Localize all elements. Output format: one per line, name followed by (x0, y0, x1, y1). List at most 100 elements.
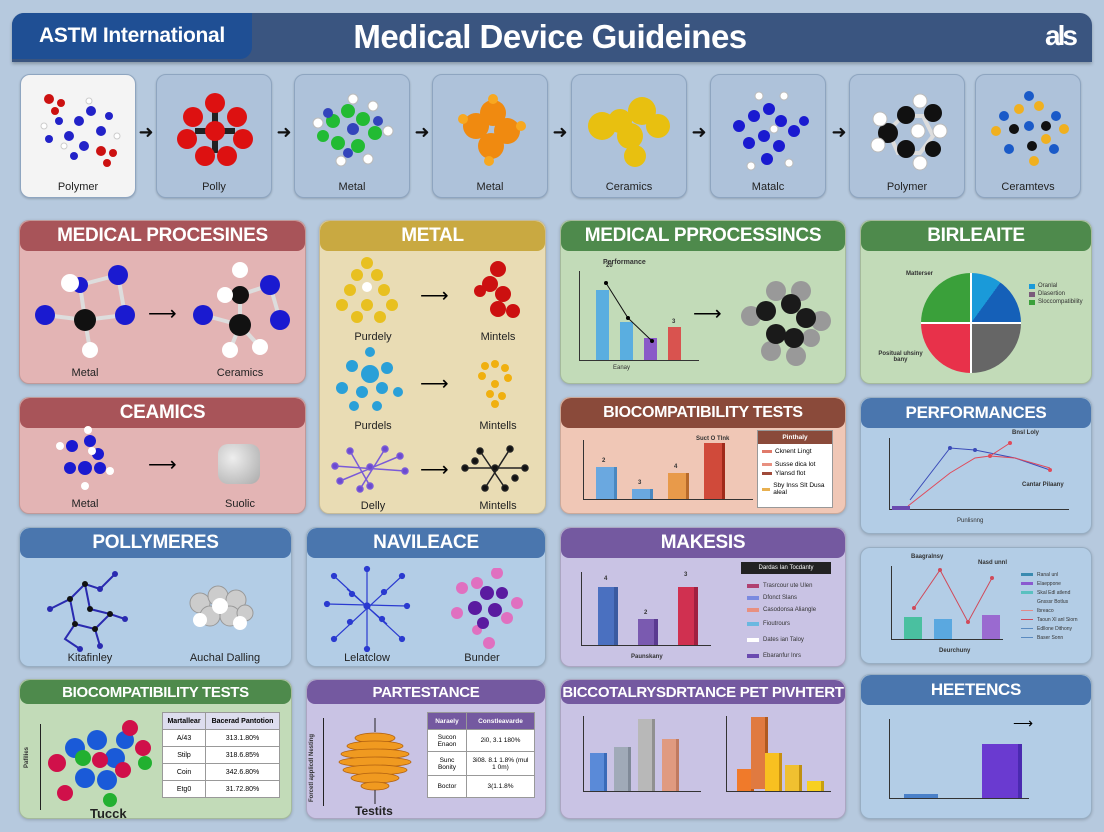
x-axis-label: Eanay (613, 365, 631, 371)
bar (934, 619, 952, 639)
panel-title: PERFORMANCES (861, 398, 1091, 428)
molecule-caption: Auchal Dalling (189, 652, 261, 664)
red-molecule-icon (177, 93, 253, 166)
legend-label: Ylansd flot (775, 470, 806, 477)
caption: Testits (355, 804, 393, 818)
arrow-right-icon: ➜ (414, 122, 430, 142)
panel-title: METAL (320, 221, 545, 251)
arrow-right-icon: ➜ (138, 122, 154, 142)
chart-title: Performance (603, 259, 646, 266)
panel-title: HEETENCS (861, 675, 1091, 705)
panel-medical-procesines: MEDICAL PROCESINES ⟶ Metal Ceramics (19, 220, 306, 384)
black-white-molecule-icon (870, 93, 948, 171)
pie-legend: Oranlal Dlasertion Sloccompatibility (1029, 283, 1083, 305)
legend-swatch (1021, 628, 1033, 629)
legend-swatch (1029, 283, 1035, 289)
legend-swatch (762, 450, 772, 453)
arrow-right-icon: ➜ (276, 122, 292, 142)
bar (982, 615, 1000, 639)
caption: Tucck (90, 806, 127, 819)
molecule-caption: Kitafinley (67, 652, 113, 664)
column-header: Bacerad Pantotion (205, 712, 280, 730)
molecule-caption: Mintells (479, 500, 517, 512)
bar (982, 744, 1018, 798)
column-header: Martallear (161, 712, 207, 730)
gold-chain-icon (478, 360, 512, 408)
flow-tile-metal: Metal (294, 74, 410, 198)
panel-partestance: PARTESTANCE Forcetl applicdl Nesting Tes… (306, 679, 546, 819)
data-label: Suct O Tlnk (696, 436, 730, 442)
polymer-chain-icon (47, 571, 128, 652)
legend-label: Dfonct Slans (763, 595, 798, 601)
legend-swatch (1021, 591, 1033, 594)
polymer-molecule-icon (40, 94, 121, 167)
arrow-right-icon: ⟶ (148, 303, 177, 325)
green-molecule-icon (312, 93, 394, 167)
flow-tile-label: Matalc (751, 181, 785, 193)
molecule-icon (193, 262, 290, 358)
x-axis-label: Deurchuny (939, 648, 971, 654)
legend-swatch (1021, 619, 1033, 620)
legend-swatch (762, 472, 772, 475)
panel-birleaite: BIRLEAITE Matterser Positual uhsiny bany… (860, 220, 1092, 384)
legend-title: Pinthaly (758, 431, 832, 444)
flow-tile-ceramtevs: Ceramtevs (975, 74, 1081, 198)
brand-label: ASTM International (12, 13, 252, 59)
panel-title: POLLYMERES (20, 528, 291, 558)
molecule-caption: Mintells (479, 420, 517, 432)
panel-metal: METAL ⟶ Purdely Mintels ⟶ Purdels Mintel… (319, 220, 546, 514)
multicolor-molecule-icon (48, 720, 152, 807)
panel-title: BIOCOMPATIBILITY TESTS (561, 398, 845, 428)
chart-legend: Pinthaly Cknent Lingt Susse dica lot Yla… (757, 430, 833, 508)
gray-molecule-icon (741, 281, 831, 366)
legend-label: Taoun Xl anl Siorn (1037, 616, 1078, 623)
bar (751, 717, 765, 789)
x-axis-label: Punlisnng (957, 518, 984, 524)
bar (632, 489, 650, 499)
panel-navileace: NAVILEACE Lelatclow Bunder (306, 527, 546, 667)
legend-label: Baser Sonn (1037, 634, 1064, 641)
bar (704, 443, 722, 499)
panel-title: PARTESTANCE (307, 680, 545, 704)
legend-swatch (1021, 610, 1033, 611)
gold-cluster-icon (336, 257, 398, 323)
panel-biocompatibility-tests-table: BIOCOMPATIBILITY TESTS Pafilies Tucck Ma… (19, 679, 292, 819)
legend-label: Oranlal (1038, 283, 1058, 289)
bar (638, 719, 652, 791)
blue-yellow-molecule-icon (991, 91, 1069, 166)
legend-label: Edllone Dithony (1037, 625, 1073, 632)
legend-label: Susse dica lot (775, 461, 816, 468)
bar-chart: 4 2 3 (581, 572, 711, 646)
legend-label: Ranal unl (1037, 571, 1059, 578)
pie-callout: Positual uhsiny bany (878, 351, 923, 363)
legend-swatch (747, 584, 759, 588)
gray-cluster-icon (189, 585, 254, 630)
panel-pollymeres: POLLYMERES Kitafinley Auchal Dalling (19, 527, 292, 667)
column-header: Constleavarde (465, 712, 536, 730)
molecule-caption: Purdels (354, 420, 392, 432)
trend-line (604, 281, 654, 343)
data-label: 4 (604, 576, 608, 582)
bar (662, 739, 676, 791)
bar-chart-right (726, 716, 831, 792)
panel-title: NAVILEACE (307, 528, 545, 558)
purple-network-icon (331, 445, 409, 493)
line-chart: Bnsl Loly Cantar Pilaany (889, 430, 1069, 510)
chart-legend: Trasrcour ute Ulen Dfonct Slans Casodons… (747, 580, 816, 664)
data-label: 20 (606, 263, 613, 269)
series-label: Nasd unnl (978, 560, 1008, 566)
molecule-caption: Lelatclow (344, 652, 390, 664)
panel-biccotalrysdrtance: BICCOTALRYSDRTANCE PET PIVHTERT (560, 679, 846, 819)
arrow-right-icon: ➜ (691, 122, 707, 142)
legend-swatch (1021, 637, 1033, 638)
panel-title: MAKESIS (561, 528, 845, 558)
molecule-caption: Purdely (354, 331, 392, 343)
bar (785, 765, 799, 791)
molecule-caption: Ceramics (216, 367, 264, 379)
panel-performances: PERFORMANCES Bnsl Loly Cantar Pilaany Pu… (860, 397, 1092, 534)
legend-label: Elaeppone (1037, 580, 1061, 587)
panel-unnamed-chart: Baagralnsy Nasd unnl Deurchuny Ranal unl… (860, 547, 1092, 664)
series-label: Cantar Pilaany (1022, 482, 1064, 488)
legend-swatch (1021, 600, 1033, 603)
black-network-icon (461, 445, 529, 492)
